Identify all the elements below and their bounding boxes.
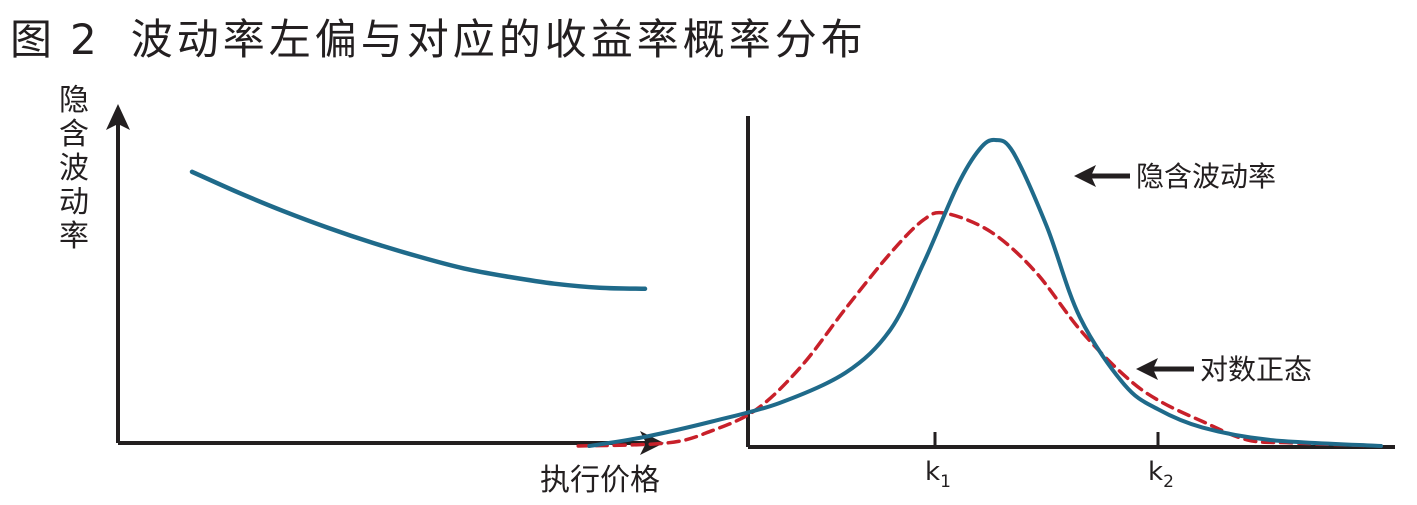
series-line-implied-vol-vs-strike [189,169,648,292]
left-x-axis-label: 执行价格 [540,463,660,498]
annotation-arrow-head [1136,358,1158,380]
left-chart: 隐含波动率 执行价格 [59,83,664,498]
annotation-label: 对数正态 [1200,353,1312,386]
figure-number: 2 [70,15,101,64]
x-tick-label: k1 [925,457,951,492]
figure-title-text: 波动率左偏与对应的收益率概率分布 [130,15,867,64]
series-line-lognormal [576,210,1383,448]
annotation-label: 隐含波动率 [1136,160,1276,193]
figure-title: 图 2 波动率左偏与对应的收益率概率分布 [10,6,867,67]
figure-label: 图 [10,15,57,64]
left-y-axis-arrow [106,104,130,130]
annotation-arrow-head [1074,165,1096,187]
left-y-axis-label: 隐含波动率 [59,83,89,254]
x-tick-label: k2 [1148,457,1174,492]
series-line-implied-vol-distribution [587,137,1383,448]
right-x-ticks: k1 k2 [925,432,1174,492]
